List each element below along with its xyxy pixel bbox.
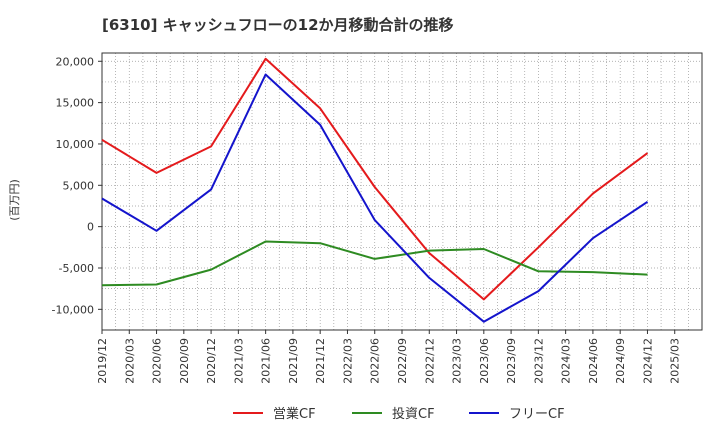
legend-label: 営業CF — [273, 406, 316, 422]
x-tick-label: 2025/03 — [669, 338, 682, 384]
x-tick-label: 2022/03 — [341, 338, 354, 384]
y-tick-label: 20,000 — [56, 55, 95, 68]
x-tick-label: 2020/09 — [178, 338, 191, 384]
x-tick-label: 2019/12 — [96, 338, 109, 384]
y-tick-label: -10,000 — [52, 303, 94, 316]
legend: 営業CF 投資CF フリーCF — [233, 406, 565, 422]
grid — [101, 53, 703, 331]
x-tick-label: 2023/03 — [451, 338, 464, 384]
legend-label: フリーCF — [509, 407, 565, 422]
x-tick-label: 2023/12 — [532, 338, 545, 384]
x-tick-label: 2021/03 — [232, 338, 245, 384]
series-line — [101, 240, 648, 287]
x-tick-label: 2022/06 — [369, 338, 382, 384]
x-tick-label: 2022/12 — [423, 338, 436, 384]
chart-title: [6310] キャッシュフローの12か月移動合計の推移 — [102, 16, 454, 34]
x-tick-label: 2024/03 — [560, 338, 573, 384]
x-tick-label: 2024/12 — [641, 338, 654, 384]
y-tick-label: 5,000 — [63, 179, 95, 192]
legend-label: 投資CF — [392, 406, 435, 422]
x-tick-label: 2021/12 — [314, 338, 327, 384]
x-tick-label: 2024/06 — [587, 338, 600, 384]
x-tick-label: 2021/06 — [260, 338, 273, 384]
x-tick-label: 2023/09 — [505, 338, 518, 384]
x-tick-label: 2024/09 — [614, 338, 627, 384]
y-tick-label: 0 — [87, 221, 94, 234]
y-axis-ticks: 20,000 15,000 10,000 5,000 0 -5,000 -10,000 — [52, 55, 102, 316]
x-tick-label: 2022/09 — [396, 338, 409, 384]
y-axis-label: (百万円) — [8, 179, 21, 221]
y-tick-label: 15,000 — [56, 97, 95, 110]
series — [101, 57, 649, 323]
x-axis-ticks: 2019/12 2020/03 2020/06 2020/09 2020/12 2021/… — [96, 330, 682, 384]
series-line — [101, 57, 649, 301]
x-tick-label: 2020/03 — [123, 338, 136, 384]
y-tick-label: 10,000 — [56, 138, 95, 151]
x-tick-label: 2020/12 — [205, 338, 218, 384]
x-tick-label: 2023/06 — [478, 338, 491, 384]
y-tick-label: -5,000 — [59, 262, 94, 275]
series-line — [101, 73, 649, 323]
x-tick-label: 2020/06 — [151, 338, 164, 384]
x-tick-label: 2021/09 — [287, 338, 300, 384]
